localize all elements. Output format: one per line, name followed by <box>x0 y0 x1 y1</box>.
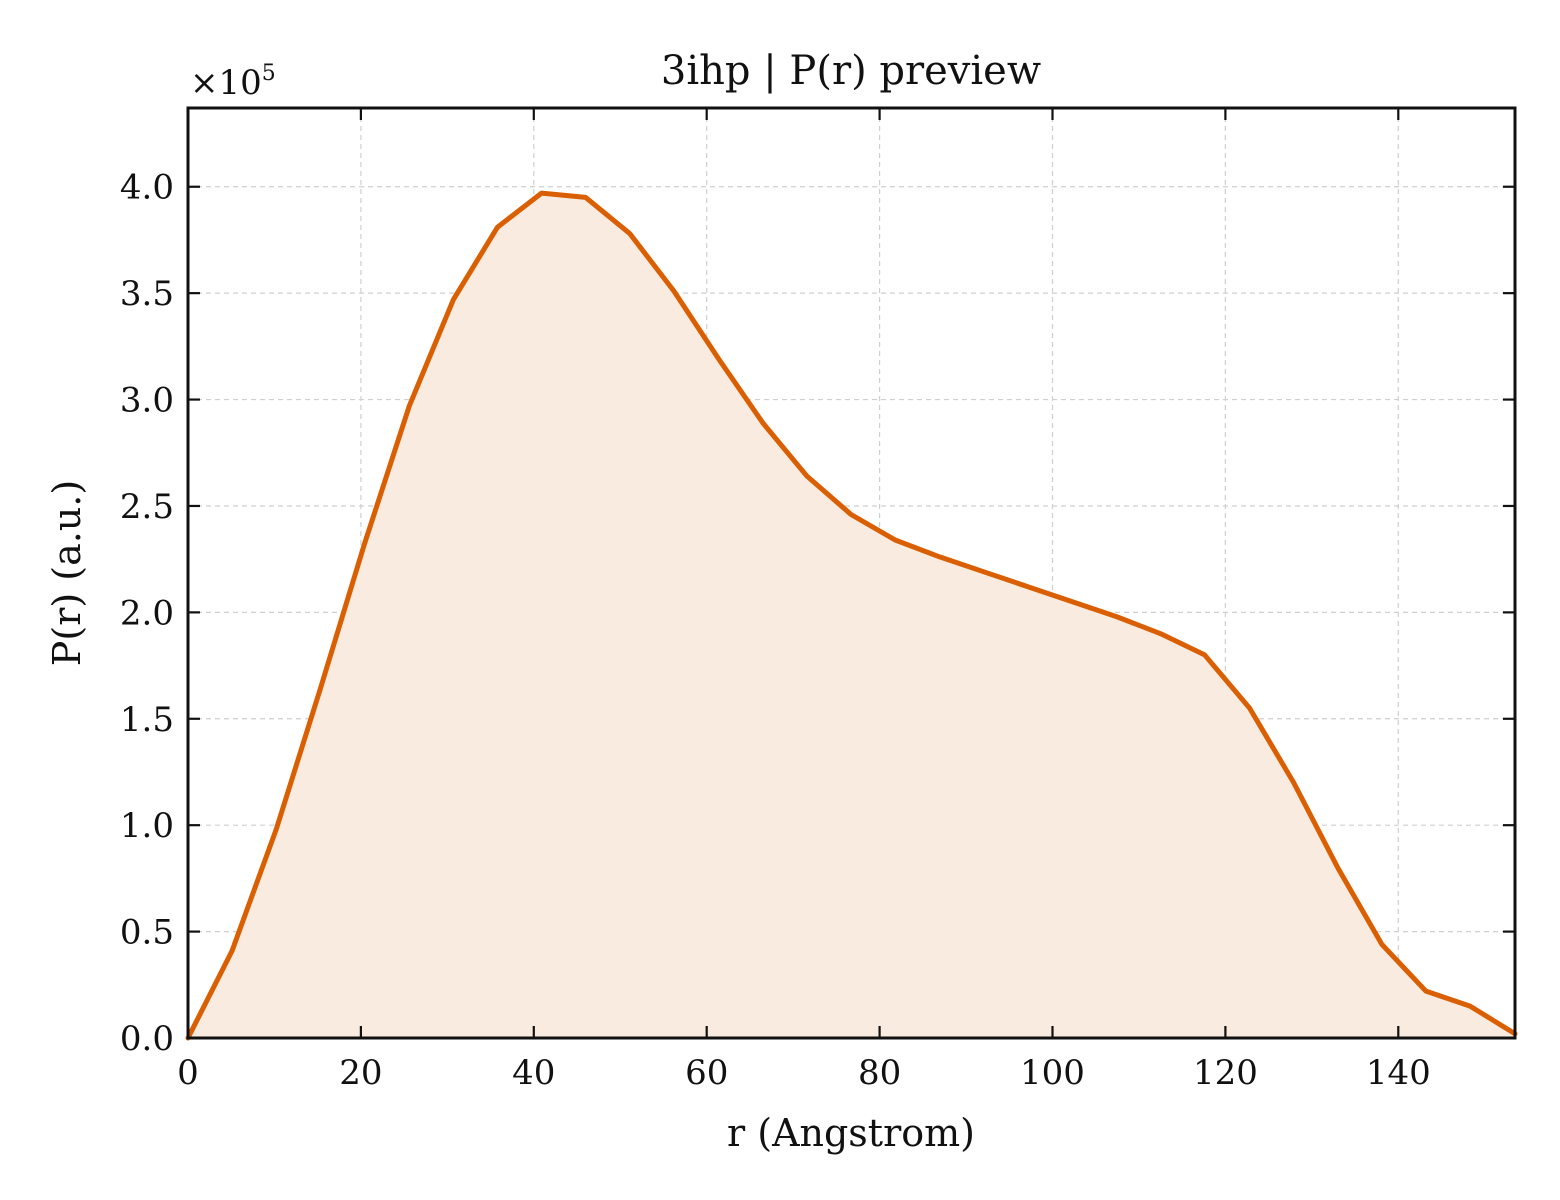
x-tick-label: 80 <box>858 1053 901 1093</box>
y-tick-label: 2.5 <box>120 487 174 527</box>
x-tick-label: 40 <box>512 1053 555 1093</box>
y-offset-exponent: 5 <box>262 61 276 86</box>
y-axis-label: P(r) (a.u.) <box>45 480 89 666</box>
x-tick-label: 100 <box>1020 1053 1085 1093</box>
tick-layer <box>186 108 1515 1040</box>
x-tick-label: 120 <box>1193 1053 1258 1093</box>
x-tick-label: 60 <box>685 1053 728 1093</box>
y-tick-label: 0.0 <box>120 1019 174 1059</box>
x-tick-label: 20 <box>339 1053 382 1093</box>
y-tick-label: 0.5 <box>120 913 174 953</box>
pr-area-fill <box>188 193 1515 1038</box>
x-axis-label: r (Angstrom) <box>727 1111 975 1155</box>
x-tick-label: 0 <box>177 1053 199 1093</box>
label-layer: 0 20 40 60 80 100 120 140 0.0 0.5 1.0 1.5 2.0 2.5 3.0 3… <box>120 168 1431 1093</box>
y-tick-label: 1.5 <box>120 700 174 740</box>
y-tick-label: 3.0 <box>120 381 174 421</box>
area-layer <box>188 193 1515 1038</box>
x-tick-label: 140 <box>1366 1053 1431 1093</box>
chart-title: 3ihp | P(r) preview <box>661 48 1041 94</box>
y-tick-label: 3.5 <box>120 274 174 314</box>
line-layer <box>185 190 1518 1041</box>
pr-curve-line <box>185 190 1518 1041</box>
y-tick-label: 4.0 <box>120 168 174 208</box>
y-offset-label: ×105 <box>190 61 276 103</box>
y-tick-label: 2.0 <box>120 593 174 633</box>
plot-frame <box>186 106 1517 1040</box>
y-offset-base: ×10 <box>190 63 262 103</box>
y-tick-label: 1.0 <box>120 806 174 846</box>
